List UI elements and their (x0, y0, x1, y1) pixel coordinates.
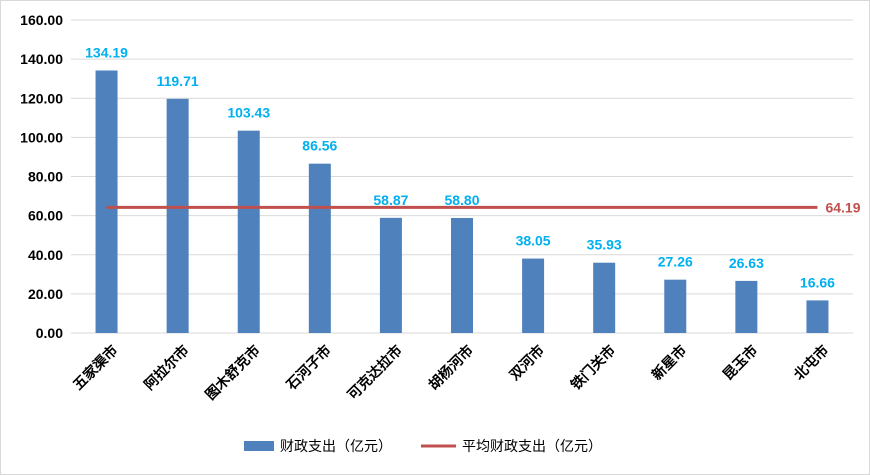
bar (593, 262, 616, 333)
bar (664, 279, 687, 333)
bar-value-label: 38.05 (516, 233, 551, 249)
bar-value-label: 86.56 (302, 138, 337, 154)
x-category-label: 五家渠市 (70, 342, 122, 394)
bar-value-label: 35.93 (587, 237, 622, 253)
bar (308, 163, 331, 333)
bar-value-label: 58.80 (444, 192, 479, 208)
bar (95, 70, 118, 333)
x-category-label: 石河子市 (282, 342, 334, 394)
bar (451, 217, 473, 333)
bar (806, 300, 829, 333)
bar (237, 130, 260, 333)
legend-label-bar: 财政支出（亿元） (280, 439, 392, 455)
y-tick-label: 100.00 (20, 129, 63, 145)
gridlines (71, 19, 853, 334)
y-tick-label: 120.00 (20, 90, 63, 106)
bar (735, 280, 758, 333)
bar-value-labels: 134.19 119.71 103.43 86.56 58.87 58.80 38.05 35… (85, 44, 835, 290)
legend: 财政支出（亿元） 平均财政支出（亿元） (244, 439, 602, 455)
x-category-label: 铁门关市 (567, 342, 619, 394)
legend-swatch-bar (244, 441, 274, 451)
bar-value-label: 27.26 (658, 254, 693, 270)
bar-value-label: 58.87 (373, 192, 408, 208)
x-category-label: 可克达拉市 (344, 342, 406, 404)
y-tick-label: 60.00 (28, 208, 63, 224)
bar (166, 98, 189, 333)
x-category-label: 新星市 (648, 342, 690, 384)
x-category-label: 北屯市 (791, 342, 833, 384)
bars (95, 70, 829, 333)
bar-value-label: 134.19 (85, 44, 128, 60)
x-axis-categories: 五家渠市 阿拉尔市 图木舒克市 石河子市 可克达拉市 胡杨河市 双河市 铁门关市 新星市 昆玉市北… (70, 342, 833, 404)
bar (379, 217, 402, 333)
x-category-label: 双河市 (506, 342, 548, 384)
average-line-layer: 64.19 (106, 199, 861, 215)
bar-value-label: 119.71 (157, 73, 199, 89)
x-category-label: 昆玉市 (719, 342, 761, 384)
y-tick-label: 40.00 (28, 247, 63, 263)
y-tick-label: 80.00 (28, 169, 63, 185)
legend-label-line: 平均财政支出（亿元） (462, 439, 602, 455)
x-category-label: 图木舒克市 (202, 342, 264, 404)
y-tick-label: 20.00 (28, 286, 63, 302)
bar (522, 258, 545, 333)
x-category-label: 阿拉尔市 (141, 342, 193, 394)
y-tick-label: 0.00 (36, 325, 63, 341)
bar-value-label: 16.66 (800, 274, 835, 290)
y-axis-ticks: 0.00 20.00 40.00 60.00 80.00 100.00 120.00 140.… (20, 12, 63, 341)
y-tick-label: 140.00 (20, 51, 63, 67)
average-line-label: 64.19 (825, 199, 860, 215)
x-category-label: 胡杨河市 (425, 342, 477, 394)
y-tick-label: 160.00 (20, 12, 63, 28)
bar-value-label: 26.63 (729, 255, 764, 271)
bar-value-label: 103.43 (227, 105, 270, 121)
